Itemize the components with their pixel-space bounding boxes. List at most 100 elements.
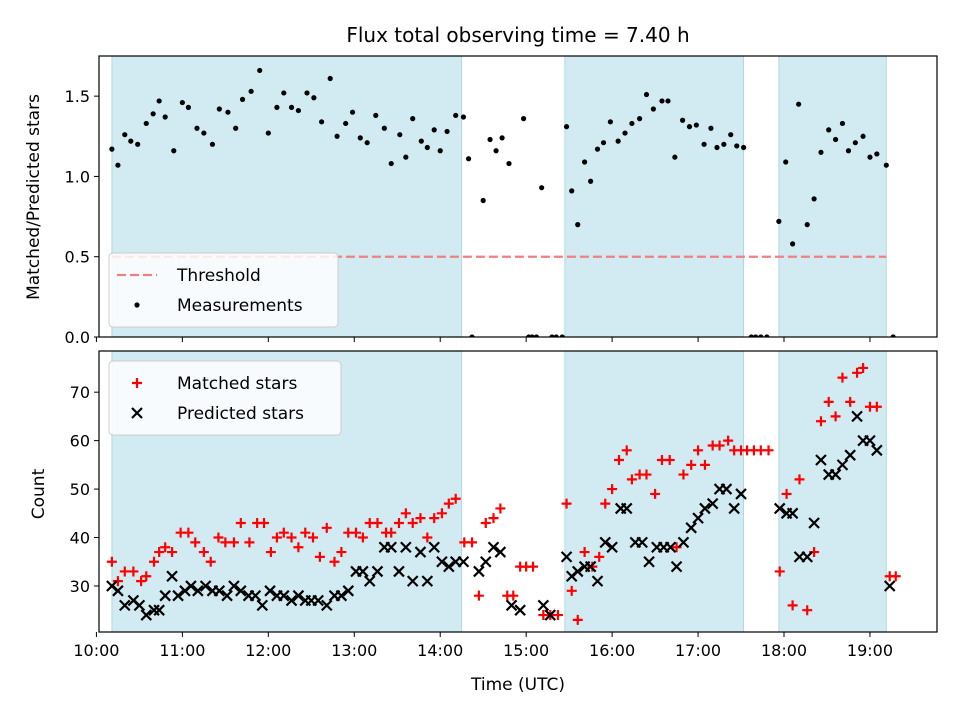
matched-stars-point bbox=[160, 542, 171, 553]
measurements-point bbox=[741, 144, 747, 151]
matched-stars-point bbox=[686, 459, 697, 470]
y-tick-label: 0.5 bbox=[65, 248, 90, 267]
measurements-point bbox=[890, 334, 896, 337]
measurements-point bbox=[295, 107, 302, 114]
predicted-stars-point bbox=[406, 575, 419, 587]
legend-label: Matched stars bbox=[177, 374, 297, 394]
measurements-point bbox=[460, 114, 467, 120]
matched-stars-point bbox=[154, 547, 165, 558]
predicted-stars-point bbox=[685, 522, 697, 534]
legend-entry: Matched stars bbox=[132, 374, 297, 394]
measurements-point bbox=[553, 334, 559, 337]
predicted-stars-point bbox=[421, 575, 434, 587]
predicted-stars-point bbox=[457, 555, 470, 568]
matched-stars-point bbox=[561, 498, 572, 509]
measurements-point bbox=[708, 125, 714, 131]
predicted-stars-point bbox=[677, 536, 690, 549]
matched-stars-point bbox=[852, 367, 863, 378]
predicted-stars-point bbox=[692, 512, 704, 524]
measurements-point bbox=[281, 90, 287, 96]
measurements-point bbox=[714, 144, 720, 151]
matched-stars-point bbox=[314, 551, 325, 562]
matched-stars-point bbox=[467, 537, 478, 548]
predicted-stars-point bbox=[320, 599, 333, 612]
measurements-point bbox=[622, 130, 628, 136]
measurements-point bbox=[288, 104, 295, 110]
matched-stars-point bbox=[830, 411, 841, 422]
measurements-point bbox=[569, 188, 575, 194]
measurements-point bbox=[274, 104, 280, 110]
predicted-stars-point bbox=[371, 565, 384, 578]
matched-stars-point bbox=[763, 445, 774, 456]
predicted-stars-point bbox=[256, 599, 269, 612]
predicted-stars-point bbox=[172, 589, 184, 602]
measurements-point bbox=[388, 160, 394, 167]
x-tick-label: 16:00 bbox=[589, 641, 635, 660]
measurements-point bbox=[304, 90, 310, 96]
measurements-point bbox=[424, 144, 430, 151]
matched-stars-point bbox=[119, 566, 130, 577]
predicted-stars-point bbox=[606, 541, 618, 553]
measurements-point bbox=[506, 160, 512, 167]
measurements-point bbox=[637, 116, 643, 122]
matched-stars-point bbox=[271, 532, 282, 543]
matched-stars-point bbox=[508, 590, 519, 601]
matched-stars-point bbox=[650, 488, 661, 499]
predicted-stars-point bbox=[815, 454, 827, 466]
x-tick-label: 12:00 bbox=[245, 641, 291, 660]
predicted-stars-point bbox=[342, 585, 355, 597]
matched-stars-point bbox=[112, 576, 123, 587]
x-axis-label: Time (UTC) bbox=[470, 675, 565, 695]
predicted-stars-point bbox=[801, 551, 813, 563]
predicted-stars-point bbox=[494, 546, 507, 558]
measurements-point bbox=[790, 241, 796, 247]
measurements-point bbox=[403, 154, 409, 160]
predicted-stars-point bbox=[393, 565, 405, 578]
measurements-point bbox=[319, 119, 325, 125]
predicted-stars-point bbox=[428, 541, 440, 553]
matched-stars-point bbox=[781, 488, 792, 499]
measurements-point bbox=[444, 128, 450, 135]
matched-stars-point bbox=[308, 532, 319, 543]
predicted-stars-point bbox=[185, 580, 197, 592]
legend-x-swatch bbox=[131, 407, 143, 419]
matched-stars-point bbox=[613, 455, 624, 466]
matched-stars-point bbox=[443, 498, 454, 509]
measurements-point bbox=[672, 154, 678, 160]
measurements-point bbox=[600, 140, 607, 146]
predicted-stars-point bbox=[514, 604, 526, 616]
matched-stars-point bbox=[259, 517, 270, 528]
measurements-point bbox=[179, 99, 185, 106]
predicted-stars-point bbox=[720, 483, 733, 495]
bottom-data-marks bbox=[106, 362, 901, 625]
predicted-stars-point bbox=[140, 609, 153, 621]
predicted-stars-point bbox=[786, 507, 799, 520]
matched-stars-point bbox=[815, 416, 826, 427]
top-axis-ticks: 0.0 0.5 1.0 1.5 bbox=[65, 87, 871, 347]
y-tick-label: 0.0 bbox=[65, 328, 90, 347]
matched-stars-point bbox=[450, 493, 461, 504]
matched-stars-point bbox=[787, 600, 798, 611]
matched-stars-point bbox=[167, 547, 178, 558]
predicted-stars-point bbox=[599, 536, 612, 549]
legend-label: Predicted stars bbox=[177, 404, 304, 424]
measurements-point bbox=[575, 222, 581, 228]
measurements-point bbox=[845, 148, 852, 154]
matched-stars-point bbox=[235, 517, 246, 528]
measurements-point bbox=[233, 125, 239, 131]
top-data-marks bbox=[109, 67, 896, 337]
measurements-point bbox=[239, 96, 246, 102]
matched-stars-point bbox=[190, 537, 201, 548]
predicted-stars-point bbox=[591, 575, 604, 587]
measurements-point bbox=[582, 159, 588, 165]
predicted-stars-point bbox=[728, 502, 740, 515]
predicted-stars-point bbox=[285, 594, 298, 607]
measurements-point bbox=[728, 132, 734, 138]
bottom-plot-frame bbox=[98, 350, 938, 633]
top-legend: Threshold Measurements bbox=[108, 252, 339, 328]
legend-label: Measurements bbox=[177, 296, 303, 316]
measurements-point bbox=[216, 106, 222, 112]
matched-stars-point bbox=[286, 532, 297, 543]
measurements-point bbox=[364, 140, 370, 146]
matched-stars-point bbox=[693, 445, 704, 456]
